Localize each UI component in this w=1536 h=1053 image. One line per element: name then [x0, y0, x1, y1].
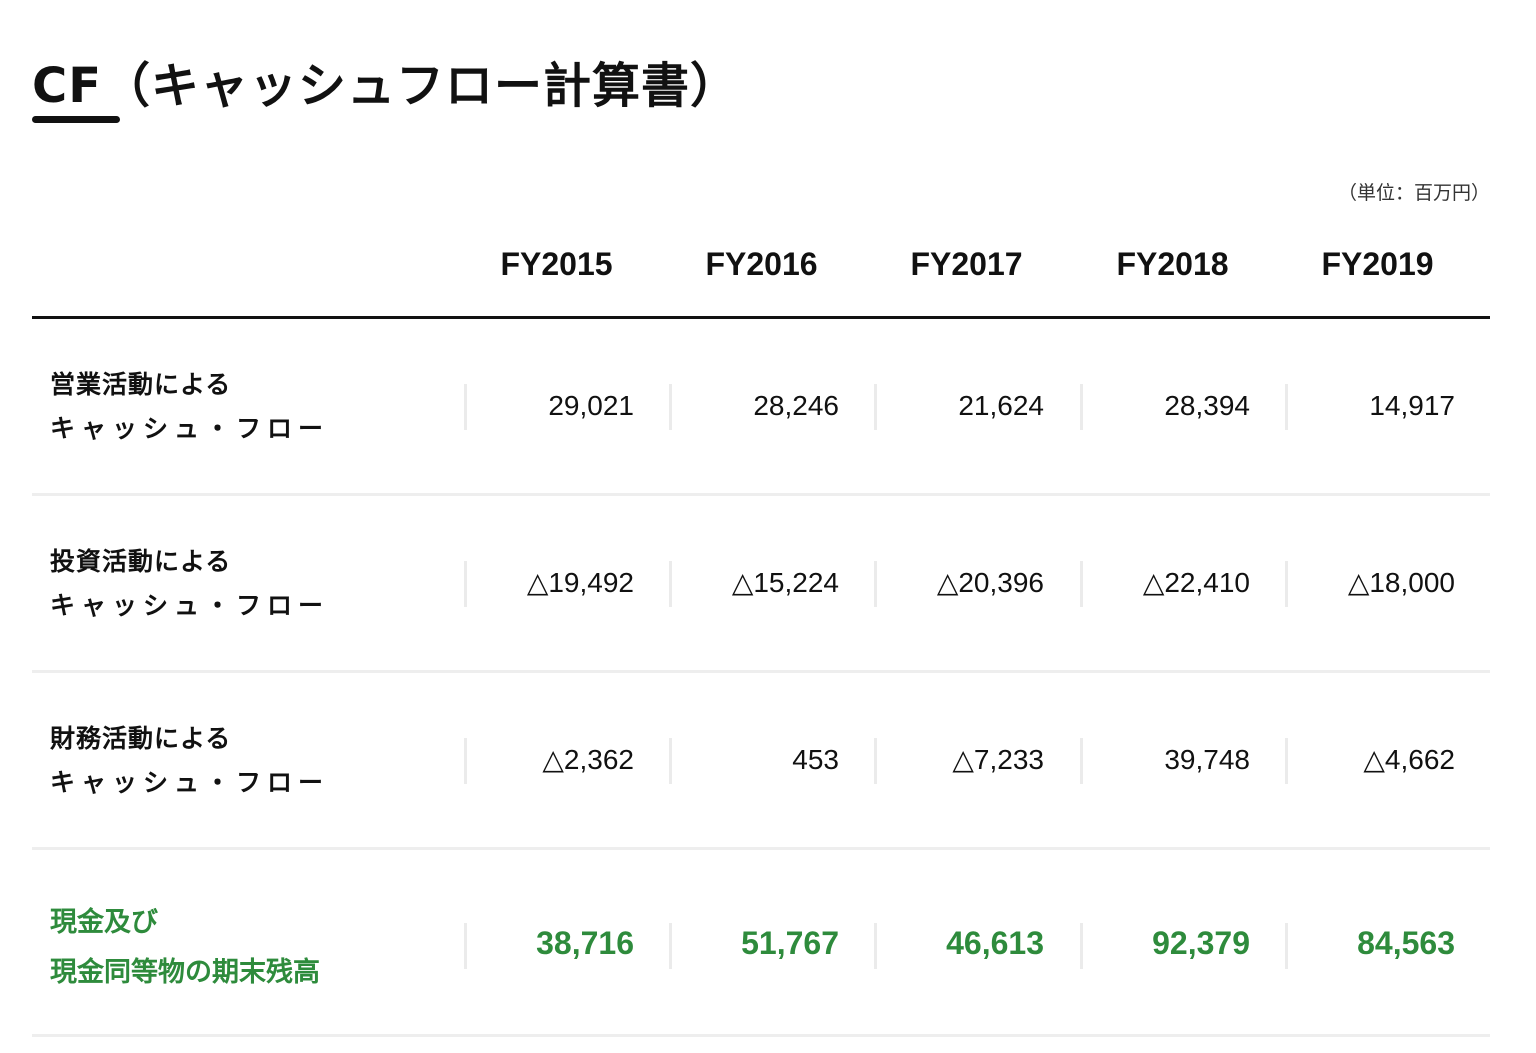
cell-value: 39,748 [1164, 744, 1250, 775]
cell-value: △20,396 [936, 567, 1044, 598]
table-row-financing-cf: 財務活動による キャッシュ・フロー △2,362 453 △7,233 39,7… [32, 673, 1490, 850]
row-label: 現金及び 現金同等物の期末残高 [50, 898, 320, 998]
page-title: CF（キャッシュフロー計算書） [32, 58, 740, 115]
table-cell: 14,917 [1285, 384, 1490, 430]
cell-value: 84,563 [1357, 925, 1455, 961]
table-cell: 46,613 [874, 923, 1079, 969]
cell-value: 14,917 [1369, 390, 1455, 421]
cell-value: 21,624 [958, 390, 1044, 421]
row-label: 投資活動による キャッシュ・フロー [50, 540, 329, 628]
cell-value: 29,021 [548, 390, 634, 421]
row-label-line1: 財務活動による [50, 724, 232, 753]
cash-flow-table: FY2015 FY2016 FY2017 FY2018 FY2019 営業活動に… [32, 226, 1490, 1037]
cell-value: △19,492 [526, 567, 634, 598]
cell-value: △4,662 [1363, 744, 1455, 775]
row-label-line2: キャッシュ・フロー [50, 768, 330, 797]
row-label-line2: 現金同等物の期末残高 [50, 957, 320, 988]
table-cell: 453 [669, 738, 874, 784]
row-label-line2: キャッシュ・フロー [50, 591, 330, 620]
cell-value: 453 [792, 744, 839, 775]
table-cell: △15,224 [669, 561, 874, 607]
cell-value: △18,000 [1347, 567, 1455, 598]
column-header-fy2015: FY2015 [500, 246, 613, 282]
table-cell: 92,379 [1080, 923, 1285, 969]
table-cell: △2,362 [464, 738, 669, 784]
row-label: 営業活動による キャッシュ・フロー [50, 363, 329, 451]
table-cell: 38,716 [464, 923, 669, 969]
table-cell: 39,748 [1080, 738, 1285, 784]
table-cell: 28,394 [1080, 384, 1285, 430]
cell-value: 46,613 [946, 925, 1044, 961]
cell-value: △22,410 [1142, 567, 1250, 598]
column-header-fy2018: FY2018 [1116, 246, 1229, 282]
table-cell: △18,000 [1285, 561, 1490, 607]
row-label-line2: キャッシュ・フロー [50, 414, 330, 443]
table-cell: △7,233 [874, 738, 1079, 784]
table-cell: 21,624 [874, 384, 1079, 430]
column-header-fy2019: FY2019 [1321, 246, 1434, 282]
cell-value: △15,224 [731, 567, 839, 598]
cell-value: 28,394 [1164, 390, 1250, 421]
row-label-line1: 営業活動による [50, 370, 232, 399]
table-row-investing-cf: 投資活動による キャッシュ・フロー △19,492 △15,224 △20,39… [32, 496, 1490, 673]
table-header-row: FY2015 FY2016 FY2017 FY2018 FY2019 [32, 226, 1490, 319]
table-cell: 29,021 [464, 384, 669, 430]
table-row-ending-cash-balance: 現金及び 現金同等物の期末残高 38,716 51,767 46,613 92,… [32, 850, 1490, 1037]
column-header-fy2016: FY2016 [705, 246, 818, 282]
cell-value: 28,246 [753, 390, 839, 421]
table-cell: 84,563 [1285, 923, 1490, 969]
table-cell: 51,767 [669, 923, 874, 969]
row-label-line1: 現金及び [50, 907, 158, 938]
cell-value: 38,716 [536, 925, 634, 961]
row-label-line1: 投資活動による [50, 547, 232, 576]
cell-value: 51,767 [741, 925, 839, 961]
table-cell: △20,396 [874, 561, 1079, 607]
table-cell: 28,246 [669, 384, 874, 430]
cell-value: △2,362 [542, 744, 634, 775]
table-cell: △4,662 [1285, 738, 1490, 784]
cell-value: 92,379 [1152, 925, 1250, 961]
cell-value: △7,233 [952, 744, 1044, 775]
table-row-operating-cf: 営業活動による キャッシュ・フロー 29,021 28,246 21,624 2… [32, 319, 1490, 496]
table-cell: △19,492 [464, 561, 669, 607]
title-underline [32, 116, 120, 123]
row-label: 財務活動による キャッシュ・フロー [50, 717, 329, 805]
column-header-fy2017: FY2017 [910, 246, 1023, 282]
table-cell: △22,410 [1080, 561, 1285, 607]
unit-note: （単位：百万円） [1337, 182, 1490, 204]
